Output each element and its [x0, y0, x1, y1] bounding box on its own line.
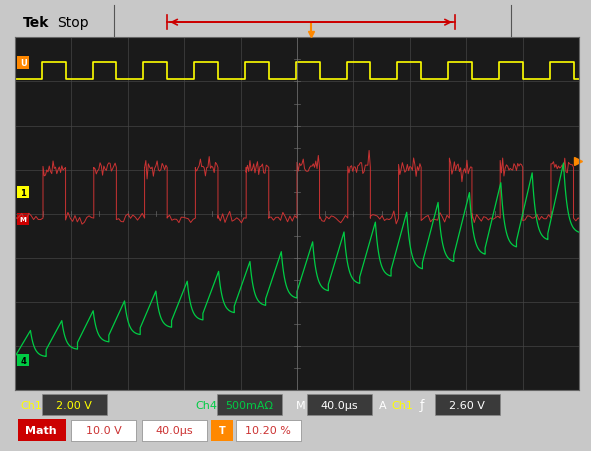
FancyBboxPatch shape — [17, 214, 30, 225]
Text: 10.0 V: 10.0 V — [86, 425, 121, 436]
Text: 2.00 V: 2.00 V — [56, 400, 92, 410]
Text: Ch1: Ch1 — [392, 400, 414, 410]
FancyBboxPatch shape — [42, 394, 107, 415]
Text: M: M — [296, 400, 306, 410]
Text: Ch1: Ch1 — [21, 400, 43, 410]
Text: 1: 1 — [20, 188, 26, 197]
FancyBboxPatch shape — [72, 420, 136, 441]
FancyBboxPatch shape — [435, 394, 500, 415]
FancyBboxPatch shape — [211, 420, 233, 441]
Text: U: U — [20, 59, 27, 68]
Text: 10.20 %: 10.20 % — [245, 425, 291, 436]
FancyBboxPatch shape — [17, 187, 30, 199]
Text: Ch4: Ch4 — [196, 400, 217, 410]
Text: Tek: Tek — [23, 16, 50, 30]
FancyBboxPatch shape — [18, 419, 66, 442]
FancyBboxPatch shape — [307, 394, 372, 415]
FancyBboxPatch shape — [236, 420, 301, 441]
FancyBboxPatch shape — [217, 394, 282, 415]
Text: 40.0μs: 40.0μs — [155, 425, 193, 436]
Text: Math: Math — [25, 425, 57, 436]
FancyBboxPatch shape — [142, 420, 207, 441]
Text: T: T — [219, 425, 225, 436]
Text: 2.60 V: 2.60 V — [450, 400, 485, 410]
Text: 4: 4 — [20, 356, 26, 365]
Text: M: M — [20, 216, 27, 222]
FancyBboxPatch shape — [17, 354, 30, 366]
Text: 40.0μs: 40.0μs — [320, 400, 358, 410]
Text: Stop: Stop — [57, 16, 89, 30]
Text: ƒ: ƒ — [420, 398, 424, 411]
Text: A: A — [379, 400, 387, 410]
Text: 500mAΩ: 500mAΩ — [225, 400, 273, 410]
FancyBboxPatch shape — [17, 57, 30, 70]
